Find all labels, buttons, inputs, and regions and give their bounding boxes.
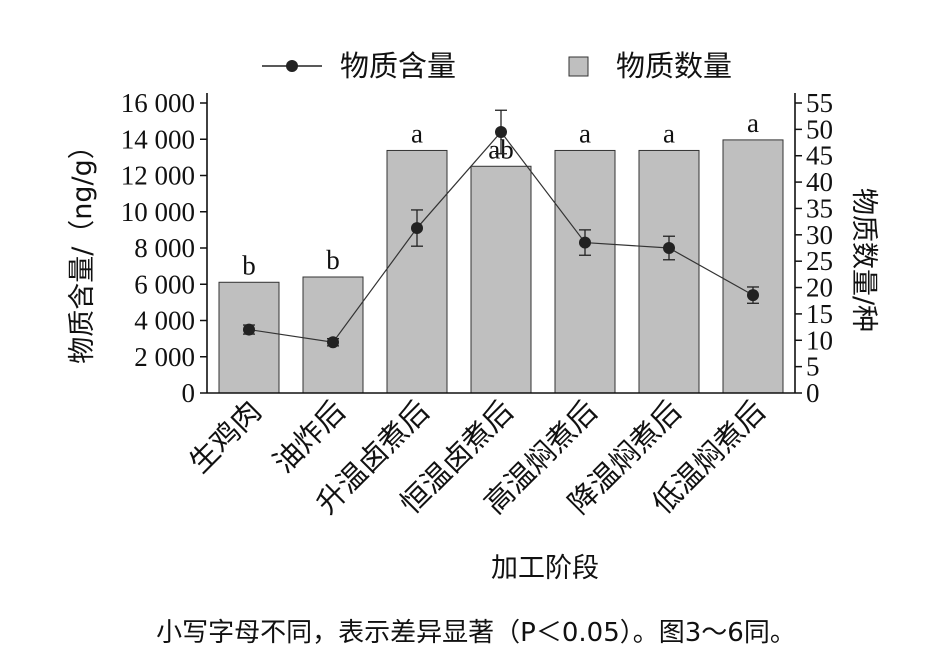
right-tick-label: 50 [806,114,833,144]
bar [386,149,448,394]
right-tick-label: 5 [806,352,820,382]
bar [218,281,280,394]
right-tick-label: 35 [806,193,833,223]
right-tick-label: 10 [806,325,833,355]
right-tick-label: 30 [806,220,833,250]
right-tick-label: 15 [806,299,833,329]
line-point [747,289,759,302]
line-point [327,336,339,349]
significance-label: a [747,108,759,138]
significance-label: b [242,250,256,280]
bar [470,165,532,394]
legend-bar-swatch [568,56,589,77]
significance-label: a [663,118,675,148]
left-tick-label: 2 000 [134,342,195,372]
line-point [243,323,255,336]
right-tick-label: 55 [806,88,833,118]
line-point [411,222,423,235]
right-tick-label: 40 [806,167,833,197]
left-tick-label: 14 000 [121,124,195,154]
category-label: 生鸡肉 [182,394,268,480]
significance-label: a [411,118,423,148]
left-tick-label: 10 000 [121,197,195,227]
bar [638,149,700,394]
right-tick-label: 0 [806,378,820,408]
bar [722,139,784,394]
line-point [495,126,507,138]
figure-caption: 小写字母不同，表示差异显著（P＜0.05）。图3～6同。 [156,618,796,648]
left-tick-label: 8 000 [134,233,195,263]
bar [554,149,616,394]
left-tick-label: 16 000 [121,88,195,118]
legend-label: 物质含量 [340,49,456,83]
left-axis-title: 物质含量/（ng/g） [67,132,98,364]
bar [302,276,364,394]
x-axis-title: 加工阶段 [491,553,599,584]
left-tick-label: 12 000 [121,161,195,191]
significance-label: b [326,245,340,275]
significance-label: a [579,118,591,148]
right-tick-label: 20 [806,273,833,303]
line-point [579,236,591,249]
left-tick-label: 0 [182,378,196,408]
left-tick-label: 6 000 [134,269,195,299]
left-tick-label: 4 000 [134,306,195,336]
legend-label: 物质数量 [616,49,732,83]
right-tick-label: 25 [806,246,833,276]
right-tick-label: 45 [806,141,833,171]
right-axis-title: 物质数量/种 [848,188,879,332]
line-point [663,242,675,254]
legend-marker [286,60,298,72]
